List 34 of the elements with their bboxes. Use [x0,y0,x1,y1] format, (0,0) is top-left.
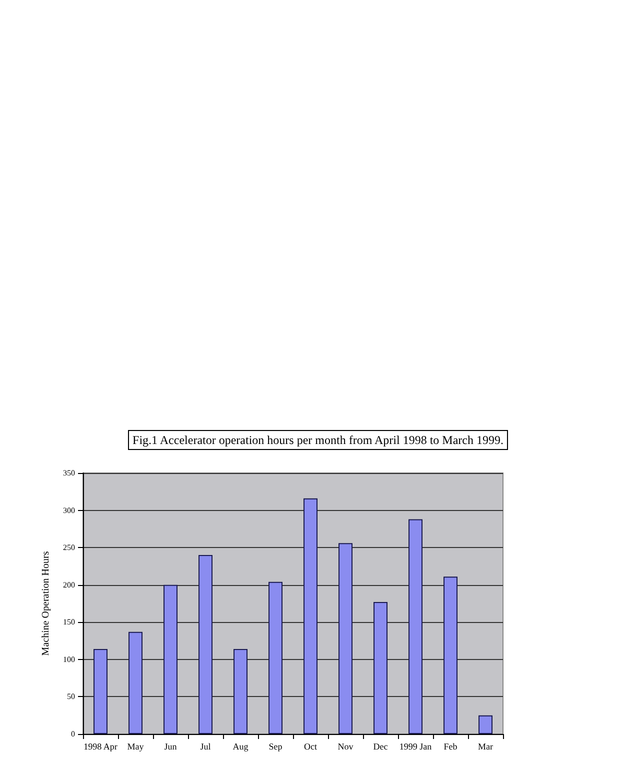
y-axis-title: Machine Operation Hours [40,551,52,656]
chart-title: Fig.1 Accelerator operation hours per month from April 1998 to March 1999. [132,433,504,447]
y-tick-label: 250 [63,543,75,552]
x-tick-label: Mar [478,742,493,752]
x-tick-label: May [127,742,144,752]
y-tick-label: 150 [63,618,75,627]
x-tick-label: 1998 Apr [84,742,118,752]
bar [444,576,458,734]
bar [164,584,178,734]
bar [234,648,248,734]
bar [478,715,492,734]
x-tick-label: Jun [164,742,178,752]
x-tick-label: Aug [232,742,249,752]
bar [198,555,212,734]
y-tick-label: 200 [63,580,75,590]
x-tick-label: Dec [373,742,388,752]
y-tick-label: 0 [71,730,75,738]
y-tick-label: 300 [63,506,75,515]
x-tick-label: 1999 Jan [399,742,432,752]
bar [408,519,422,734]
bar [268,582,282,734]
x-tick-label: Jul [200,742,212,752]
y-tick-label: 350 [63,468,75,478]
x-tick-label: Oct [304,742,318,752]
bar [128,632,142,734]
x-tick-label: Nov [338,742,354,752]
bar [338,543,352,734]
x-tick-label: Feb [444,742,458,752]
y-tick-label: 50 [67,692,75,702]
bar [304,498,318,734]
bar [374,602,388,734]
x-tick-label: Sep [268,742,283,752]
bar [94,648,108,734]
y-tick-label: 100 [63,654,75,664]
